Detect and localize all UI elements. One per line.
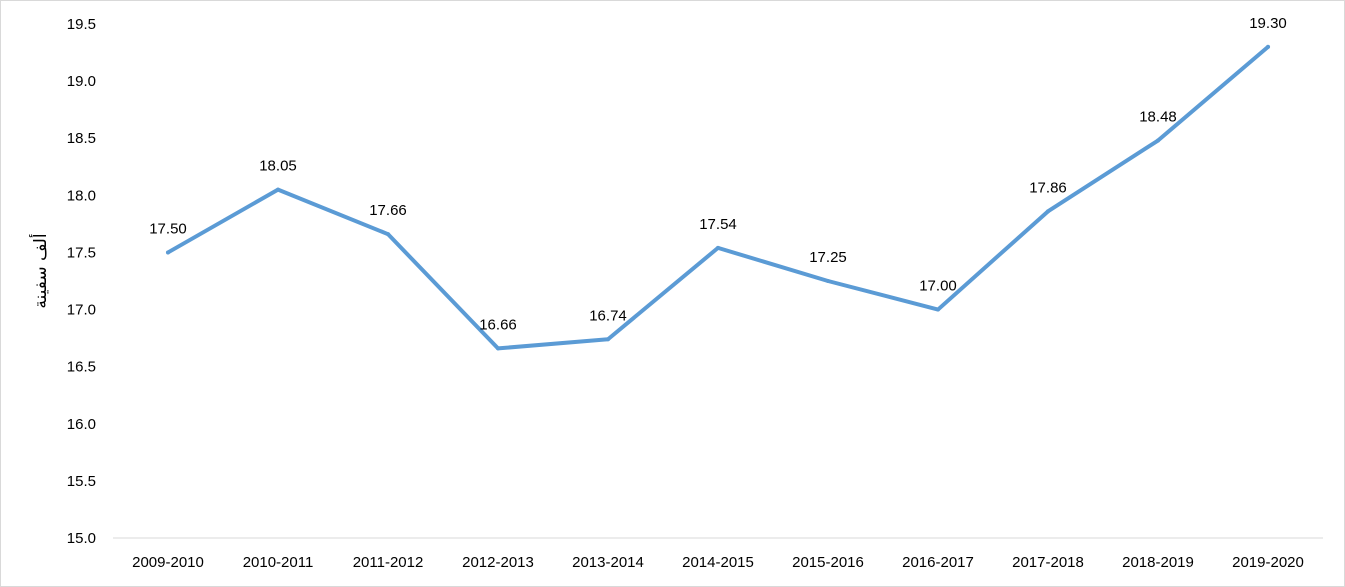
y-axis-label: ألف سفينة xyxy=(29,233,51,308)
y-tick-label: 16.0 xyxy=(67,416,96,433)
data-point xyxy=(276,187,280,192)
data-point xyxy=(1156,138,1160,143)
x-tick-label: 2017-2018 xyxy=(1012,554,1084,571)
data-point xyxy=(386,232,390,237)
data-points xyxy=(166,44,1270,351)
data-label: 17.00 xyxy=(919,278,957,295)
x-tick-label: 2010-2011 xyxy=(243,554,314,571)
y-tick-label: 19.5 xyxy=(67,16,96,33)
data-label: 18.48 xyxy=(1139,109,1177,126)
y-axis-label-group: ألف سفينة xyxy=(29,233,51,308)
x-tick-label: 2011-2012 xyxy=(353,554,424,571)
x-tick-label: 2016-2017 xyxy=(902,554,974,571)
data-label: 17.66 xyxy=(369,202,407,219)
y-tick-label: 17.5 xyxy=(67,244,96,261)
x-tick-label: 2013-2014 xyxy=(572,554,644,571)
data-point xyxy=(1266,44,1270,49)
y-tick-label: 16.5 xyxy=(67,359,96,376)
data-point xyxy=(1046,209,1050,214)
data-label: 17.25 xyxy=(809,249,847,266)
y-tick-label: 17.0 xyxy=(67,302,96,319)
x-tick-label: 2012-2013 xyxy=(462,554,534,571)
y-tick-label: 18.0 xyxy=(67,187,96,204)
data-point xyxy=(606,337,610,342)
data-label: 17.54 xyxy=(699,216,737,233)
data-labels: 17.50 18.05 17.66 16.66 16.74 17.54 17.25 17.00… xyxy=(149,15,1287,334)
data-label: 19.30 xyxy=(1249,15,1287,32)
data-label: 17.50 xyxy=(149,220,187,237)
data-point xyxy=(936,307,940,312)
x-tick-label: 2018-2019 xyxy=(1122,554,1194,571)
y-tick-label: 18.5 xyxy=(67,130,96,147)
data-point xyxy=(496,346,500,351)
data-point xyxy=(166,250,170,255)
data-label: 17.86 xyxy=(1029,179,1067,196)
x-tick-label: 2014-2015 xyxy=(682,554,754,571)
x-tick-label: 2009-2010 xyxy=(132,554,204,571)
data-point xyxy=(716,245,720,250)
x-tick-label: 2015-2016 xyxy=(792,554,864,571)
series-line xyxy=(166,44,1270,351)
y-tick-label: 15.0 xyxy=(67,530,96,547)
x-axis-ticks: 2009-2010 2010-2011 2011-2012 2012-2013 2013… xyxy=(132,554,1304,571)
y-axis-ticks: 15.0 15.5 16.0 16.5 17.0 17.5 18.0 18.5 19.0 19.5 xyxy=(67,16,96,547)
y-tick-label: 19.0 xyxy=(67,73,96,90)
data-label: 16.66 xyxy=(479,316,517,333)
data-point xyxy=(826,279,830,283)
x-tick-label: 2019-2020 xyxy=(1232,554,1304,571)
y-tick-label: 15.5 xyxy=(67,473,96,490)
data-label: 18.05 xyxy=(259,158,297,175)
data-label: 16.74 xyxy=(589,307,627,324)
